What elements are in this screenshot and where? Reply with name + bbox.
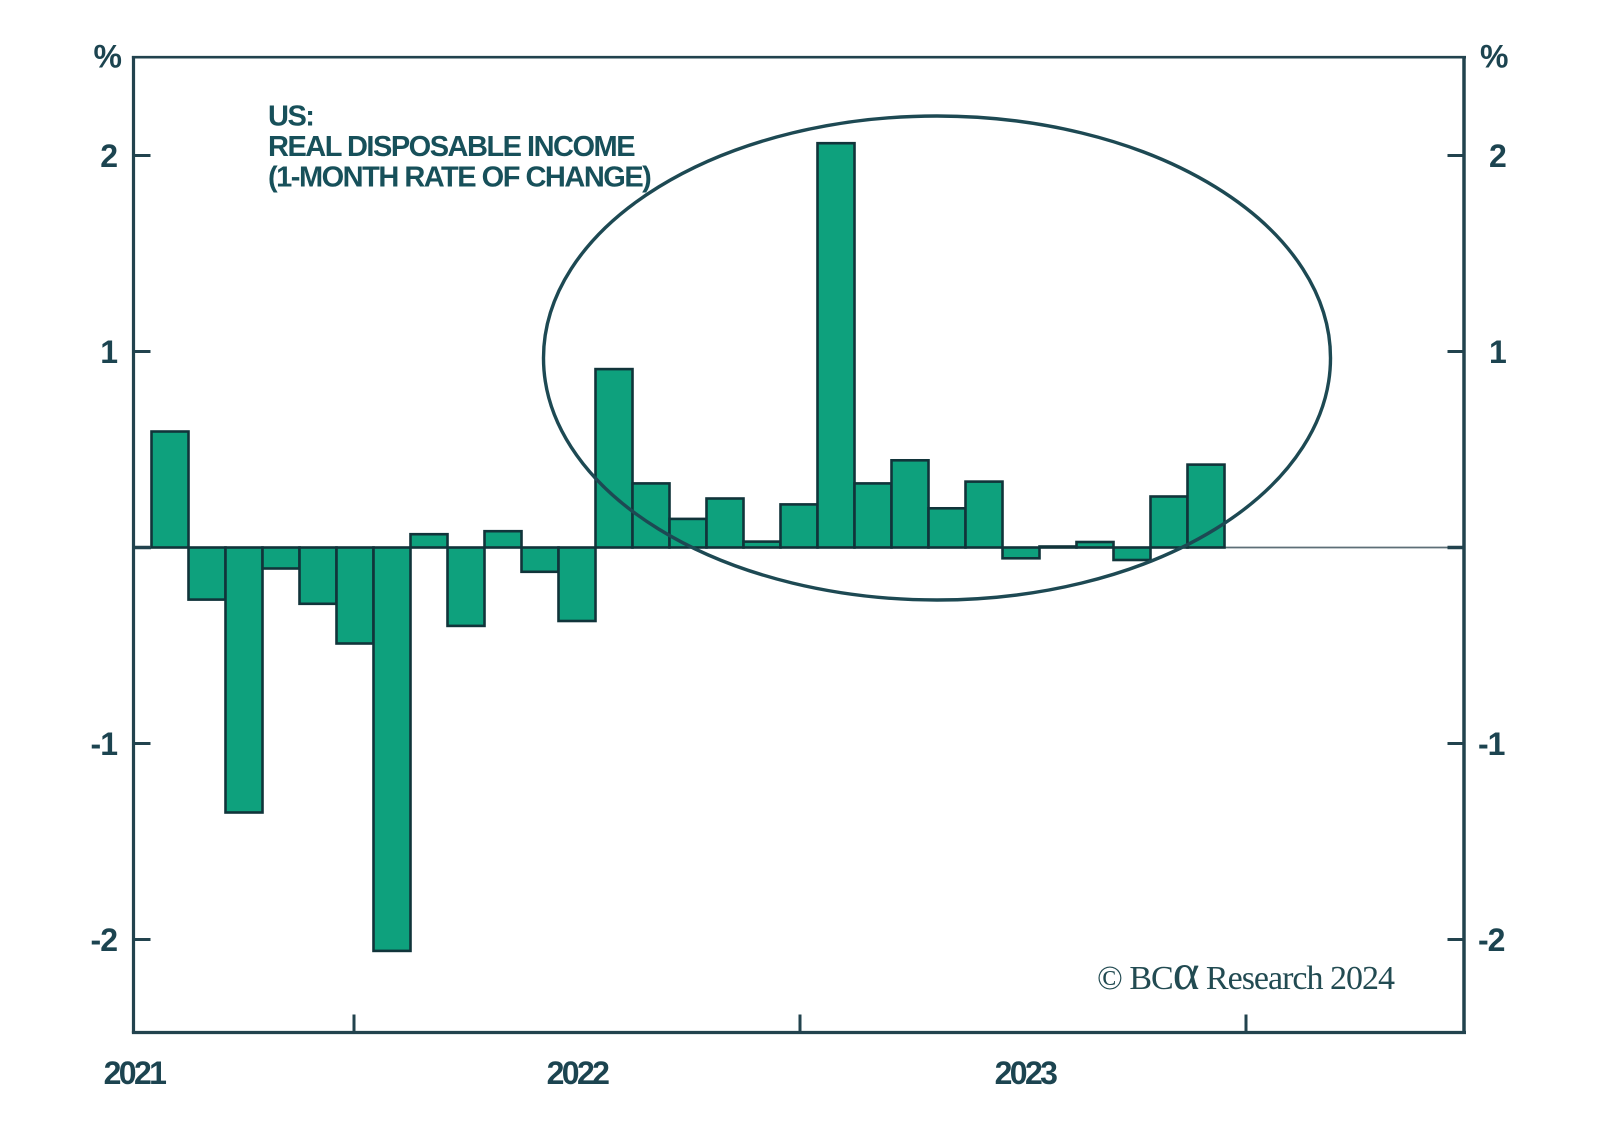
svg-text:-2: -2 — [1478, 922, 1505, 958]
svg-text:2021: 2021 — [104, 1055, 167, 1091]
svg-text:REAL DISPOSABLE INCOME: REAL DISPOSABLE INCOME — [268, 131, 635, 163]
svg-text:(1-MONTH RATE OF CHANGE): (1-MONTH RATE OF CHANGE) — [268, 162, 651, 194]
svg-text:-1: -1 — [91, 726, 118, 762]
svg-text:2023: 2023 — [995, 1055, 1058, 1091]
svg-text:-2: -2 — [91, 922, 118, 958]
svg-text:US:: US: — [268, 101, 313, 133]
svg-text:%: % — [1480, 39, 1508, 75]
svg-text:1: 1 — [1489, 334, 1506, 370]
svg-text:1: 1 — [100, 334, 117, 370]
svg-text:2: 2 — [1489, 138, 1506, 174]
svg-text:-1: -1 — [1478, 726, 1505, 762]
svg-text:2022: 2022 — [547, 1055, 610, 1091]
svg-text:2: 2 — [100, 138, 117, 174]
svg-text:%: % — [94, 39, 122, 75]
